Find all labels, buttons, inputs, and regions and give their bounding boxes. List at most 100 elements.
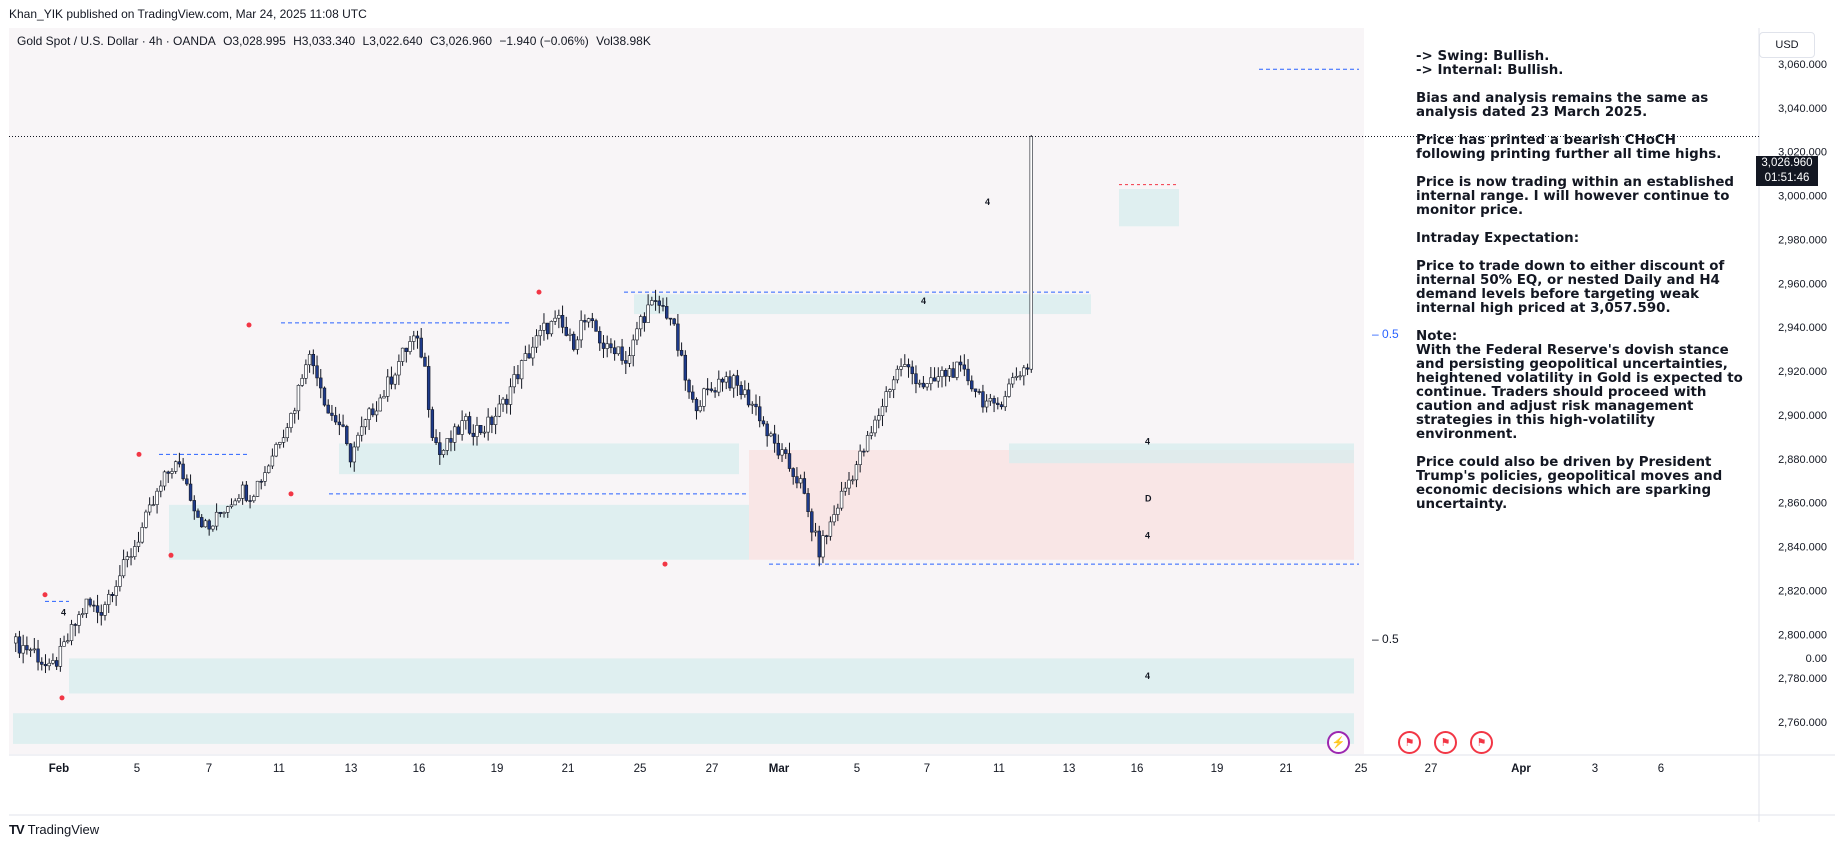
candle-bearish	[43, 664, 48, 667]
candle-bearish	[862, 450, 866, 453]
candle-bearish	[817, 530, 821, 558]
event-us-flag-icon[interactable]: ⚑	[1434, 731, 1457, 754]
candle-bearish	[572, 333, 576, 350]
candle-bullish	[356, 434, 360, 448]
candle-bearish	[951, 368, 955, 378]
candle-bullish	[460, 420, 464, 435]
candle-bearish	[735, 375, 740, 386]
candle-bullish	[170, 471, 174, 474]
candle-bullish	[140, 527, 144, 543]
candle-bearish	[166, 471, 170, 474]
candle-bullish	[798, 478, 803, 484]
candle-bearish	[110, 594, 115, 596]
candle-bullish	[62, 641, 66, 647]
candle-bearish	[601, 342, 606, 349]
price-axis-tick: 2,760.000	[1778, 717, 1827, 729]
candle-bullish	[464, 416, 468, 421]
candle-bullish	[32, 648, 37, 651]
candle-bullish	[21, 645, 25, 654]
candle-bullish	[877, 415, 881, 421]
candle-bullish	[1003, 396, 1007, 408]
candle-bearish	[389, 376, 394, 385]
candle-bullish	[512, 374, 516, 388]
candle-bullish	[769, 433, 773, 437]
candle-bearish	[728, 376, 732, 389]
candle-bullish	[929, 377, 933, 384]
candle-bullish	[891, 379, 896, 390]
candle-bearish	[319, 377, 323, 389]
candle-bullish	[698, 406, 702, 412]
price-axis-tick: 3,000.000	[1778, 191, 1827, 203]
candle-bullish	[486, 416, 490, 433]
candle-bearish	[218, 511, 223, 514]
candle-bearish	[598, 331, 602, 344]
candle-bearish	[322, 387, 327, 406]
candle-bearish	[620, 346, 624, 361]
price-axis-tick: 2,880.000	[1778, 454, 1827, 466]
candle-bullish	[367, 408, 371, 420]
time-axis-tick: 11	[993, 763, 1005, 775]
candle-bullish	[84, 598, 89, 614]
candle-bearish	[471, 432, 475, 437]
candle-bearish	[54, 660, 59, 667]
candle-bullish	[412, 335, 416, 342]
tradingview-footer[interactable]: TV TradingView	[9, 822, 99, 837]
candle-bullish	[501, 398, 505, 405]
candle-bearish	[594, 320, 598, 332]
price-axis-tick: 2,940.000	[1778, 322, 1827, 334]
price-axis-tick: 2,840.000	[1778, 542, 1827, 554]
time-axis-tick: 25	[634, 763, 647, 775]
event-us-flag-icon[interactable]: ⚑	[1470, 731, 1493, 754]
candle-bullish	[1029, 136, 1033, 370]
symbol-name[interactable]: Gold Spot / U.S. Dollar · 4h · OANDA	[17, 34, 216, 48]
candle-bullish	[281, 437, 286, 443]
swing-point-marker	[42, 592, 48, 598]
candle-bullish	[69, 624, 74, 641]
candle-bullish	[917, 382, 922, 385]
candle-bullish	[493, 415, 498, 425]
candle-bullish	[107, 594, 111, 605]
candle-bearish	[624, 360, 628, 364]
candle-bullish	[557, 315, 561, 319]
candle-bearish	[505, 398, 509, 405]
candle-bearish	[765, 423, 769, 437]
candle-bullish	[650, 300, 654, 306]
candle-bullish	[869, 432, 874, 436]
candle-bearish	[345, 426, 349, 445]
symbol-legend[interactable]: Gold Spot / U.S. Dollar · 4h · OANDA O3,…	[17, 34, 655, 48]
time-axis-tick: 16	[1131, 763, 1144, 775]
candle-bullish	[899, 366, 903, 370]
candle-bearish	[962, 364, 967, 370]
price-chart[interactable]: 4 D 4 4 4 4 4 3,060.000 3,040.000 3,020.000 3,000.…	[9, 28, 1835, 822]
zone-timeframe-label: 4	[61, 607, 66, 617]
zone-timeframe-label: 4	[1145, 531, 1150, 541]
candle-bullish	[397, 361, 401, 376]
analysis-notes: -> Swing: Bullish. -> Internal: Bullish.…	[1416, 50, 1746, 526]
candle-bullish	[14, 636, 18, 644]
swing-point-marker	[136, 451, 142, 457]
candle-bullish	[393, 374, 397, 385]
time-axis-tick: 11	[273, 763, 285, 775]
price-axis-tick: 2,800.000	[1778, 629, 1827, 641]
event-lightning-icon[interactable]: ⚡	[1327, 731, 1350, 754]
candle-bearish	[516, 374, 520, 380]
swing-point-marker	[662, 561, 668, 567]
candle-bearish	[311, 354, 316, 367]
event-us-flag-icon[interactable]: ⚑	[1398, 731, 1421, 754]
demand-zone-daily-bottom	[13, 713, 1354, 744]
candle-bearish	[713, 390, 717, 393]
candle-bearish	[196, 510, 200, 518]
candle-bullish	[475, 425, 479, 437]
candle-bearish	[754, 403, 758, 408]
candle-bearish	[665, 306, 669, 319]
candle-bearish	[691, 391, 695, 400]
candle-bullish	[635, 328, 639, 341]
candle-bullish	[300, 377, 304, 386]
candle-bullish	[233, 500, 237, 506]
currency-button[interactable]: USD	[1759, 32, 1815, 58]
candle-bullish	[266, 465, 271, 473]
candle-bullish	[843, 487, 847, 492]
candle-bullish	[51, 660, 55, 664]
note-analysis-date: Bias and analysis remains the same as an…	[1416, 91, 1709, 120]
zone-timeframe-label: 4	[985, 197, 990, 207]
